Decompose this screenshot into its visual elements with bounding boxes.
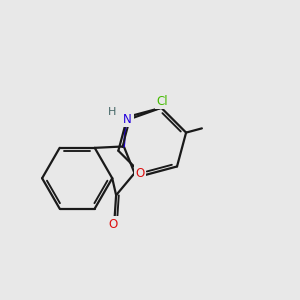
Text: O: O <box>135 167 145 180</box>
Text: O: O <box>108 218 118 231</box>
Text: N: N <box>123 112 132 126</box>
Text: Cl: Cl <box>157 94 169 108</box>
Text: H: H <box>108 107 117 117</box>
